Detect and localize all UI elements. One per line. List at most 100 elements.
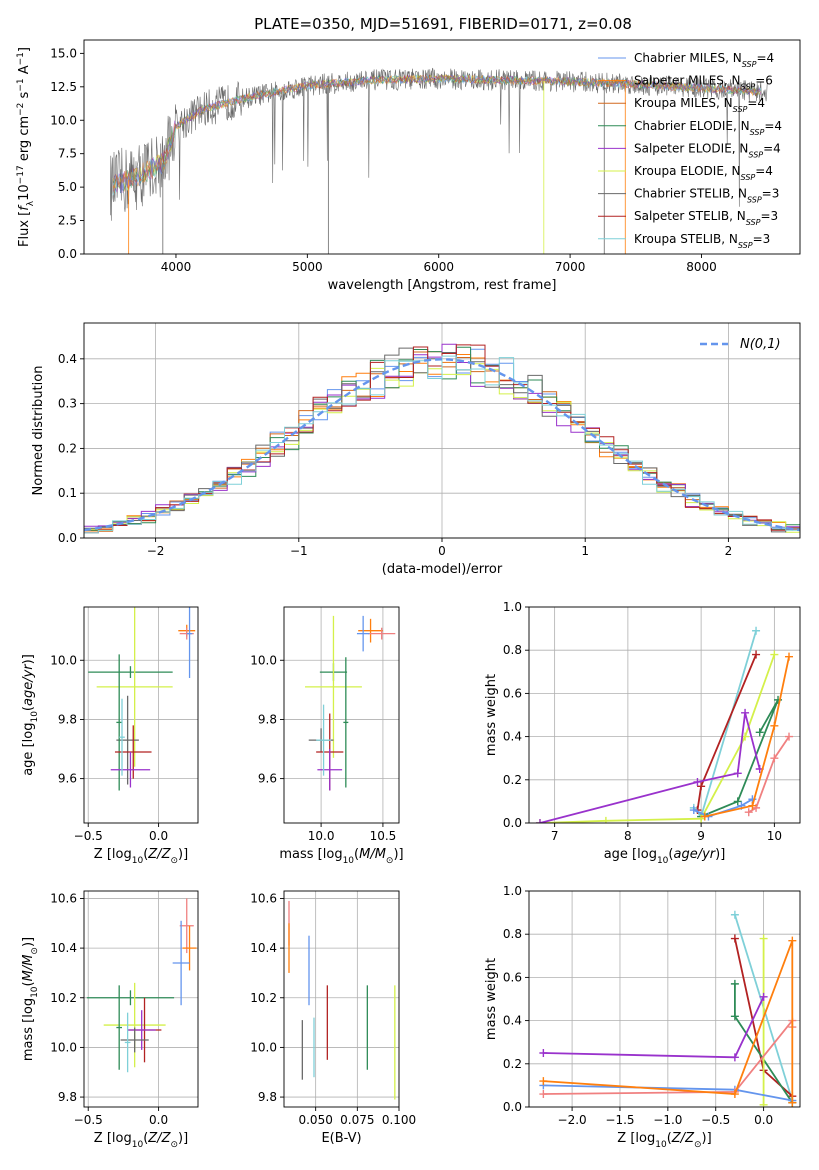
- massweight_vs_Z-lines: [539, 910, 797, 1107]
- x-tick-label: −2: [147, 544, 165, 558]
- x-tick-label: 10.0: [308, 829, 335, 843]
- y-tick-label: 0.6: [503, 970, 522, 984]
- mass-weight-point: [752, 650, 761, 659]
- y-tick-label: 15.0: [50, 46, 77, 60]
- x-tick-label: 0: [438, 544, 446, 558]
- y-tick-label: 10.0: [50, 1040, 77, 1054]
- legend-entry: Chabrier STELIB, NSSP=3: [634, 187, 779, 205]
- x-tick-label: −0.5: [74, 829, 103, 843]
- axes-frame: [528, 606, 801, 824]
- x-axis-label: Z [log10(Z/Z⊙)]: [94, 847, 188, 866]
- mass-weight-line: [748, 736, 790, 813]
- mass-weight-point: [730, 1012, 739, 1021]
- legend-entry: Chabrier ELODIE, NSSP=4: [634, 119, 782, 137]
- x-tick-label: 0.100: [382, 1113, 416, 1127]
- y-axis-label: Normed distribution: [31, 366, 46, 496]
- x-axis-label: mass [log10(M/M⊙)]: [279, 847, 403, 866]
- y-tick-label: 0.6: [503, 686, 522, 700]
- mass-weight-point: [741, 708, 750, 717]
- x-tick-label: 7: [551, 829, 559, 843]
- mass-weight-point: [770, 721, 779, 730]
- mass-weight-point: [733, 769, 742, 778]
- mass-weight-point: [539, 1049, 548, 1057]
- legend-entry: Salpeter MILES, NSSP=6: [634, 74, 773, 92]
- mass-weight-line: [700, 699, 779, 818]
- x-axis-label: E(B-V): [321, 1131, 361, 1146]
- y-tick-label: 0.2: [503, 773, 522, 787]
- mass-weight-point: [730, 979, 739, 988]
- age_vs_mass-points: [305, 615, 396, 791]
- mass-weight-point: [730, 1053, 739, 1062]
- y-tick-label: 9.6: [58, 772, 77, 786]
- legend-entry: Salpeter ELODIE, NSSP=4: [634, 141, 781, 159]
- gaussian-curve: [84, 358, 800, 532]
- mass-weight-point: [748, 801, 757, 810]
- y-tick-label: 0.1: [58, 486, 77, 500]
- y-tick-label: 0.4: [503, 730, 522, 744]
- mass-weight-point: [539, 1090, 548, 1099]
- spectrum-model-line: [112, 74, 761, 194]
- x-tick-label: 8: [624, 829, 632, 843]
- x-tick-label: 9: [697, 829, 705, 843]
- mass-weight-point: [759, 934, 768, 943]
- massweight_vs_Z-plot: −2.0 −1.5 −1.0 −0.5 0.0 0.0 0.2 0.4 0.6 0.8 1.0 Z […: [484, 884, 801, 1150]
- y-tick-label: 0.0: [503, 1100, 522, 1114]
- mass-weight-point: [730, 1090, 739, 1099]
- mass-weight-point: [770, 754, 779, 763]
- axes-frame: [528, 890, 801, 1108]
- y-tick-label: 10.2: [250, 991, 277, 1005]
- mass_vs_Z-plot: −0.5 0.0 9.8 10.0 10.2 10.4 10.6 Z [log10(Z/Z⊙)…: [21, 890, 199, 1150]
- mass-weight-point: [689, 806, 698, 815]
- mass-weight-line: [704, 656, 790, 818]
- y-tick-label: 10.2: [50, 991, 77, 1005]
- chart-layer: 4000 5000 6000 7000 80000.02.55.07.510.012.5…: [16, 39, 801, 1150]
- y-axis-label: mass weight: [484, 958, 499, 1040]
- mass-weight-point: [755, 728, 764, 737]
- legend-entry: Chabrier MILES, NSSP=4: [634, 51, 774, 69]
- legend-entry: Kroupa MILES, NSSP=4: [634, 96, 765, 114]
- mass-weight-point: [788, 1098, 797, 1107]
- spectrum-model-line: [112, 73, 761, 194]
- y-tick-label: 0.8: [503, 643, 522, 657]
- x-tick-label: −0.5: [701, 1113, 730, 1127]
- mass-weight-point: [788, 936, 797, 945]
- mass-weight-point: [601, 816, 610, 823]
- y-tick-label: 10.6: [50, 891, 77, 905]
- x-axis-label: Z [log10(Z/Z⊙)]: [94, 1131, 188, 1150]
- axes-frame: [283, 890, 400, 1108]
- mass-weight-point: [752, 626, 761, 635]
- residual-histograms: [84, 343, 800, 537]
- age_vs_mass-plot: 10.0 10.5 9.6 9.8 10.0 mass [log10(M/M⊙)]: [250, 606, 404, 866]
- y-axis-label: Flux [fλ10−17 erg cm−2 s−1 A−1]: [16, 47, 36, 247]
- legend-entry: Salpeter STELIB, NSSP=3: [634, 209, 778, 227]
- y-axis-label: age [log10(age/yr)]: [21, 654, 40, 776]
- y-tick-label: 10.6: [250, 891, 277, 905]
- x-tick-label: 8000: [686, 260, 717, 274]
- axes-frame: [83, 39, 801, 255]
- x-axis-label: age [log10(age/yr)]: [604, 847, 726, 866]
- y-tick-label: 0.3: [58, 397, 77, 411]
- mass-weight-point: [785, 732, 794, 741]
- x-tick-label: 5000: [292, 260, 323, 274]
- y-axis-label: mass [log10(M/M⊙)]: [21, 937, 40, 1061]
- y-axis-label: mass weight: [484, 674, 499, 756]
- mass-weight-line: [543, 996, 765, 1059]
- x-axis-label: Z [log10(Z/Z⊙)]: [617, 1131, 711, 1150]
- mass-weight-point: [733, 797, 742, 806]
- mass-weight-point: [744, 808, 753, 817]
- axes-frame: [83, 890, 199, 1108]
- mass-weight-point: [697, 782, 706, 791]
- y-tick-label: 9.8: [258, 712, 277, 726]
- y-tick-label: 10.0: [250, 1040, 277, 1054]
- x-tick-label: 10: [767, 829, 782, 843]
- mass-weight-point: [700, 812, 709, 821]
- y-tick-label: 7.5: [58, 147, 77, 161]
- mass-weight-point: [693, 777, 702, 786]
- mass-weight-point: [759, 992, 768, 1001]
- y-tick-label: 10.0: [50, 653, 77, 667]
- x-tick-label: 0.0: [754, 1113, 773, 1127]
- y-tick-label: 1.0: [503, 884, 522, 898]
- y-tick-label: 5.0: [58, 180, 77, 194]
- legend-entry: Kroupa ELODIE, NSSP=4: [634, 164, 773, 182]
- x-tick-label: 6000: [423, 260, 454, 274]
